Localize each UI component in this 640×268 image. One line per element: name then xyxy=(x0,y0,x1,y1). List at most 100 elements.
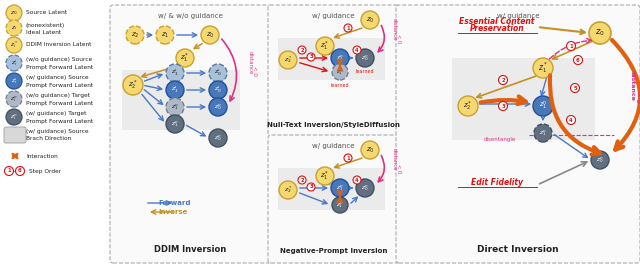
Polygon shape xyxy=(122,70,240,130)
Text: Inverse: Inverse xyxy=(158,209,188,215)
Text: Forward: Forward xyxy=(158,200,191,206)
Text: $z_i$: $z_i$ xyxy=(11,24,17,32)
Text: $z_1^n$: $z_1^n$ xyxy=(337,200,344,210)
Circle shape xyxy=(6,55,22,71)
Text: 4: 4 xyxy=(355,177,359,183)
Circle shape xyxy=(533,58,553,78)
Text: 3: 3 xyxy=(309,54,313,59)
Text: 4: 4 xyxy=(569,117,573,122)
Text: learned: learned xyxy=(356,69,374,74)
Circle shape xyxy=(353,176,361,184)
Text: Source Latent: Source Latent xyxy=(26,10,67,16)
Text: $z_0'$: $z_0'$ xyxy=(214,68,222,78)
Circle shape xyxy=(298,46,306,54)
Polygon shape xyxy=(278,38,385,80)
Circle shape xyxy=(6,91,22,107)
Circle shape xyxy=(566,42,575,50)
Text: $z_2^*$: $z_2^*$ xyxy=(284,185,292,195)
Text: learned: learned xyxy=(331,83,349,88)
Text: $z_0$: $z_0$ xyxy=(10,9,18,17)
Circle shape xyxy=(589,22,611,44)
Text: $z_0^n$: $z_0^n$ xyxy=(361,53,369,63)
Circle shape xyxy=(361,11,379,29)
Text: $z_1^n$: $z_1^n$ xyxy=(336,53,344,63)
Circle shape xyxy=(4,166,13,176)
Text: w/ guidance: w/ guidance xyxy=(497,13,540,19)
Text: distance: distance xyxy=(630,71,635,101)
Text: Prompt Forward Latent: Prompt Forward Latent xyxy=(26,118,93,124)
Circle shape xyxy=(279,51,297,69)
Circle shape xyxy=(356,179,374,197)
Text: $z_2^*$: $z_2^*$ xyxy=(128,78,138,92)
Circle shape xyxy=(15,166,24,176)
Text: $z_1^*$: $z_1^*$ xyxy=(538,61,548,76)
FancyBboxPatch shape xyxy=(110,5,271,263)
Circle shape xyxy=(209,129,227,147)
Circle shape xyxy=(307,53,315,61)
Text: < 0: < 0 xyxy=(252,66,257,76)
Text: $z_2^*$: $z_2^*$ xyxy=(284,55,292,65)
Text: Prompt Forward Latent: Prompt Forward Latent xyxy=(26,83,93,87)
Text: Negative-Prompt Inversion: Negative-Prompt Inversion xyxy=(280,248,387,254)
FancyBboxPatch shape xyxy=(268,135,399,263)
Text: 4: 4 xyxy=(355,47,359,53)
Circle shape xyxy=(307,183,315,191)
Text: 1: 1 xyxy=(346,25,350,31)
Circle shape xyxy=(166,64,184,82)
Text: Edit Fidelity: Edit Fidelity xyxy=(471,178,523,187)
Circle shape xyxy=(591,151,609,169)
Text: $z_1^*$: $z_1^*$ xyxy=(180,51,189,65)
Text: Direct Inversion: Direct Inversion xyxy=(477,245,559,254)
Circle shape xyxy=(166,81,184,99)
Text: (w/o guidance) Source: (w/o guidance) Source xyxy=(26,58,92,62)
Circle shape xyxy=(298,176,306,184)
Text: = 0: = 0 xyxy=(635,91,640,103)
Circle shape xyxy=(166,98,184,116)
Text: $z_i^n$: $z_i^n$ xyxy=(10,94,18,104)
Circle shape xyxy=(201,26,219,44)
Circle shape xyxy=(6,37,22,53)
Text: $z_0$: $z_0$ xyxy=(595,28,605,38)
Circle shape xyxy=(361,141,379,159)
Text: < 0: < 0 xyxy=(396,34,401,43)
Circle shape xyxy=(332,197,348,213)
Circle shape xyxy=(209,81,227,99)
Text: w/ guidance: w/ guidance xyxy=(312,143,355,149)
Text: Interaction: Interaction xyxy=(26,154,58,158)
Text: Step Order: Step Order xyxy=(29,169,61,173)
Text: $z_1^*$: $z_1^*$ xyxy=(321,39,330,53)
Text: (w/ guidance) Source: (w/ guidance) Source xyxy=(26,76,88,80)
Text: $z_1^n$: $z_1^n$ xyxy=(539,128,547,138)
Text: $z_i'$: $z_i'$ xyxy=(11,76,17,86)
Text: (w/ guidance) Source: (w/ guidance) Source xyxy=(26,129,88,135)
Text: Prompt Forward Latent: Prompt Forward Latent xyxy=(26,65,93,69)
Circle shape xyxy=(534,124,552,142)
Text: DDIM Inversion Latent: DDIM Inversion Latent xyxy=(26,43,92,47)
Text: w/ guidance: w/ guidance xyxy=(312,13,355,19)
Text: 1: 1 xyxy=(569,43,573,49)
Text: $z_1'$: $z_1'$ xyxy=(171,68,179,78)
Text: $z_1^n$: $z_1^n$ xyxy=(337,67,344,77)
Circle shape xyxy=(533,96,553,116)
Text: $z_0$: $z_0$ xyxy=(365,15,374,25)
Circle shape xyxy=(166,115,184,133)
Text: $z_2^*$: $z_2^*$ xyxy=(463,99,472,113)
FancyBboxPatch shape xyxy=(396,5,640,263)
Text: $z_i'$: $z_i'$ xyxy=(11,58,17,68)
Text: Prompt Forward Latent: Prompt Forward Latent xyxy=(26,100,93,106)
Text: Essential Content: Essential Content xyxy=(460,17,534,26)
Text: (w/ guidance) Target: (w/ guidance) Target xyxy=(26,111,86,117)
Text: distance: distance xyxy=(248,51,253,74)
Circle shape xyxy=(331,49,349,67)
Text: $z_1'$: $z_1'$ xyxy=(171,85,179,95)
Text: 6: 6 xyxy=(18,169,22,173)
Circle shape xyxy=(6,5,22,21)
Text: (nonexistent): (nonexistent) xyxy=(26,23,65,28)
FancyBboxPatch shape xyxy=(4,127,26,143)
Circle shape xyxy=(566,116,575,125)
Circle shape xyxy=(356,49,374,67)
Circle shape xyxy=(126,26,144,44)
Text: 5: 5 xyxy=(573,85,577,91)
Text: $z_1^n$: $z_1^n$ xyxy=(539,100,547,112)
Circle shape xyxy=(499,102,508,110)
